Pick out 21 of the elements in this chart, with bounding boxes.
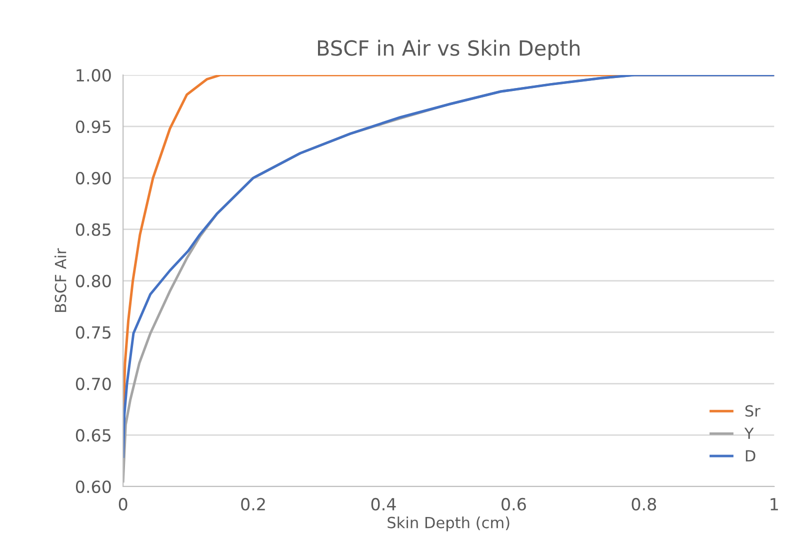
y-tick-label: 0.95	[76, 120, 111, 134]
y-tick-label: 0.85	[76, 223, 111, 236]
legend-label: D	[746, 450, 756, 462]
x-tick-label: 0.2	[241, 498, 265, 511]
legend-label: Y	[744, 428, 754, 439]
x-tick-label: 1	[770, 498, 778, 510]
x-tick-label: 0.8	[632, 498, 656, 511]
y-axis-title: BSCF Air	[54, 248, 66, 312]
x-axis-title: Skin Depth (cm)	[388, 516, 510, 532]
y-tick-label: 0.90	[76, 172, 111, 184]
y-tick-label: 1.00	[76, 69, 111, 82]
x-tick-label: 0.6	[502, 498, 526, 511]
legend-label: Sr	[745, 405, 760, 417]
y-tick-label: 0.60	[76, 480, 111, 494]
chart-title: BSCF in Air vs Skin Depth	[318, 40, 580, 60]
x-tick-label: 0	[118, 498, 128, 511]
y-tick-label: 0.65	[76, 429, 111, 442]
y-tick-label: 0.75	[76, 326, 111, 339]
y-tick-label: 0.70	[76, 378, 111, 390]
x-tick-label: 0.4	[371, 498, 396, 511]
y-tick-label: 0.80	[76, 274, 111, 288]
